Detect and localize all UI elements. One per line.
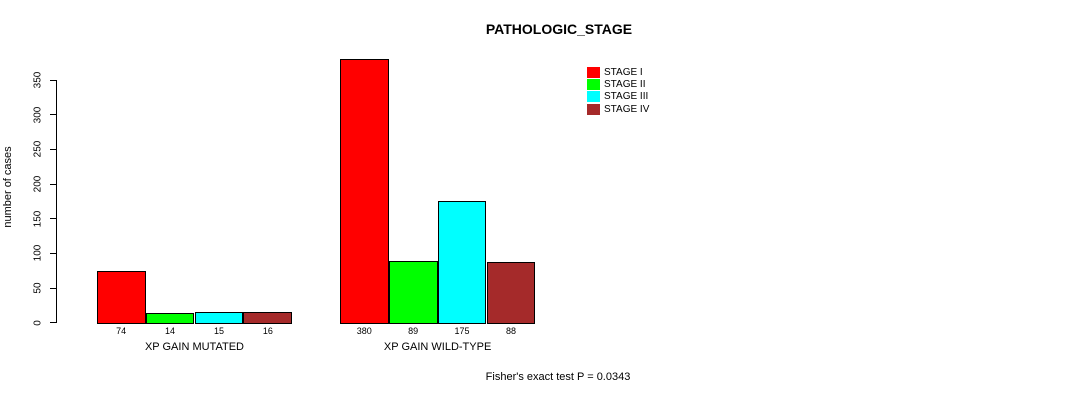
y-tick — [50, 287, 56, 289]
y-tick — [50, 114, 56, 116]
y-tick-label: 0 — [32, 319, 44, 326]
y-tick — [50, 148, 56, 150]
y-tick — [50, 183, 56, 185]
bar-value-label: 15 — [213, 326, 224, 336]
chart-title: PATHOLOGIC_STAGE — [485, 21, 633, 37]
legend-item-stage-ii: STAGE II — [587, 78, 649, 91]
group-label-xp-gain-mutated: XP GAIN MUTATED — [144, 341, 244, 353]
bar-xp-gain-wild-type-stage-ii — [388, 260, 438, 324]
bar-value-label: 88 — [505, 326, 516, 336]
y-tick-label: 100 — [32, 245, 44, 262]
legend-swatch-icon — [587, 66, 600, 78]
y-tick-label: 300 — [32, 106, 44, 123]
y-tick — [50, 252, 56, 254]
bar-value-label: 74 — [116, 326, 127, 336]
y-tick — [50, 322, 56, 324]
legend-label: STAGE I — [604, 66, 643, 78]
bar-xp-gain-mutated-stage-i — [96, 271, 146, 324]
bar-xp-gain-mutated-stage-iv — [243, 311, 293, 324]
legend-label: STAGE II — [604, 79, 646, 91]
legend-item-stage-iii: STAGE III — [587, 91, 649, 103]
bar-xp-gain-mutated-stage-ii — [145, 312, 195, 324]
bar-value-label: 380 — [356, 326, 372, 336]
y-tick-label: 250 — [32, 140, 44, 158]
legend-label: STAGE IV — [604, 103, 650, 115]
group-label-xp-gain-wild-type: XP GAIN WILD-TYPE — [383, 341, 492, 353]
bar-xp-gain-wild-type-stage-i — [339, 59, 389, 324]
y-tick-label: 350 — [32, 71, 44, 89]
y-tick-label: 50 — [32, 282, 44, 294]
bar-value-label: 89 — [408, 326, 419, 336]
y-tick — [50, 218, 56, 220]
y-axis-line — [56, 80, 57, 323]
y-tick-label: 200 — [32, 175, 44, 193]
bar-xp-gain-wild-type-stage-iii — [437, 201, 487, 324]
legend-swatch-icon — [587, 91, 600, 103]
bar-xp-gain-mutated-stage-iii — [194, 312, 244, 324]
legend-label: STAGE III — [604, 91, 649, 103]
legend-item-stage-iv: STAGE IV — [587, 103, 649, 115]
y-tick — [50, 79, 56, 81]
legend: STAGE I STAGE II STAGE III STAGE IV — [587, 66, 649, 116]
legend-swatch-icon — [587, 79, 600, 91]
y-axis-title: number of cases — [2, 146, 14, 228]
legend-item-stage-i: STAGE I — [587, 66, 649, 78]
pvalue-annotation: Fisher's exact test P = 0.0343 — [485, 371, 631, 383]
bar-value-label: 16 — [262, 326, 273, 336]
bar-xp-gain-wild-type-stage-iv — [486, 261, 536, 324]
legend-swatch-icon — [587, 103, 600, 115]
bar-value-label: 175 — [454, 326, 470, 336]
bar-value-label: 14 — [165, 326, 176, 336]
y-tick-label: 150 — [32, 210, 44, 228]
